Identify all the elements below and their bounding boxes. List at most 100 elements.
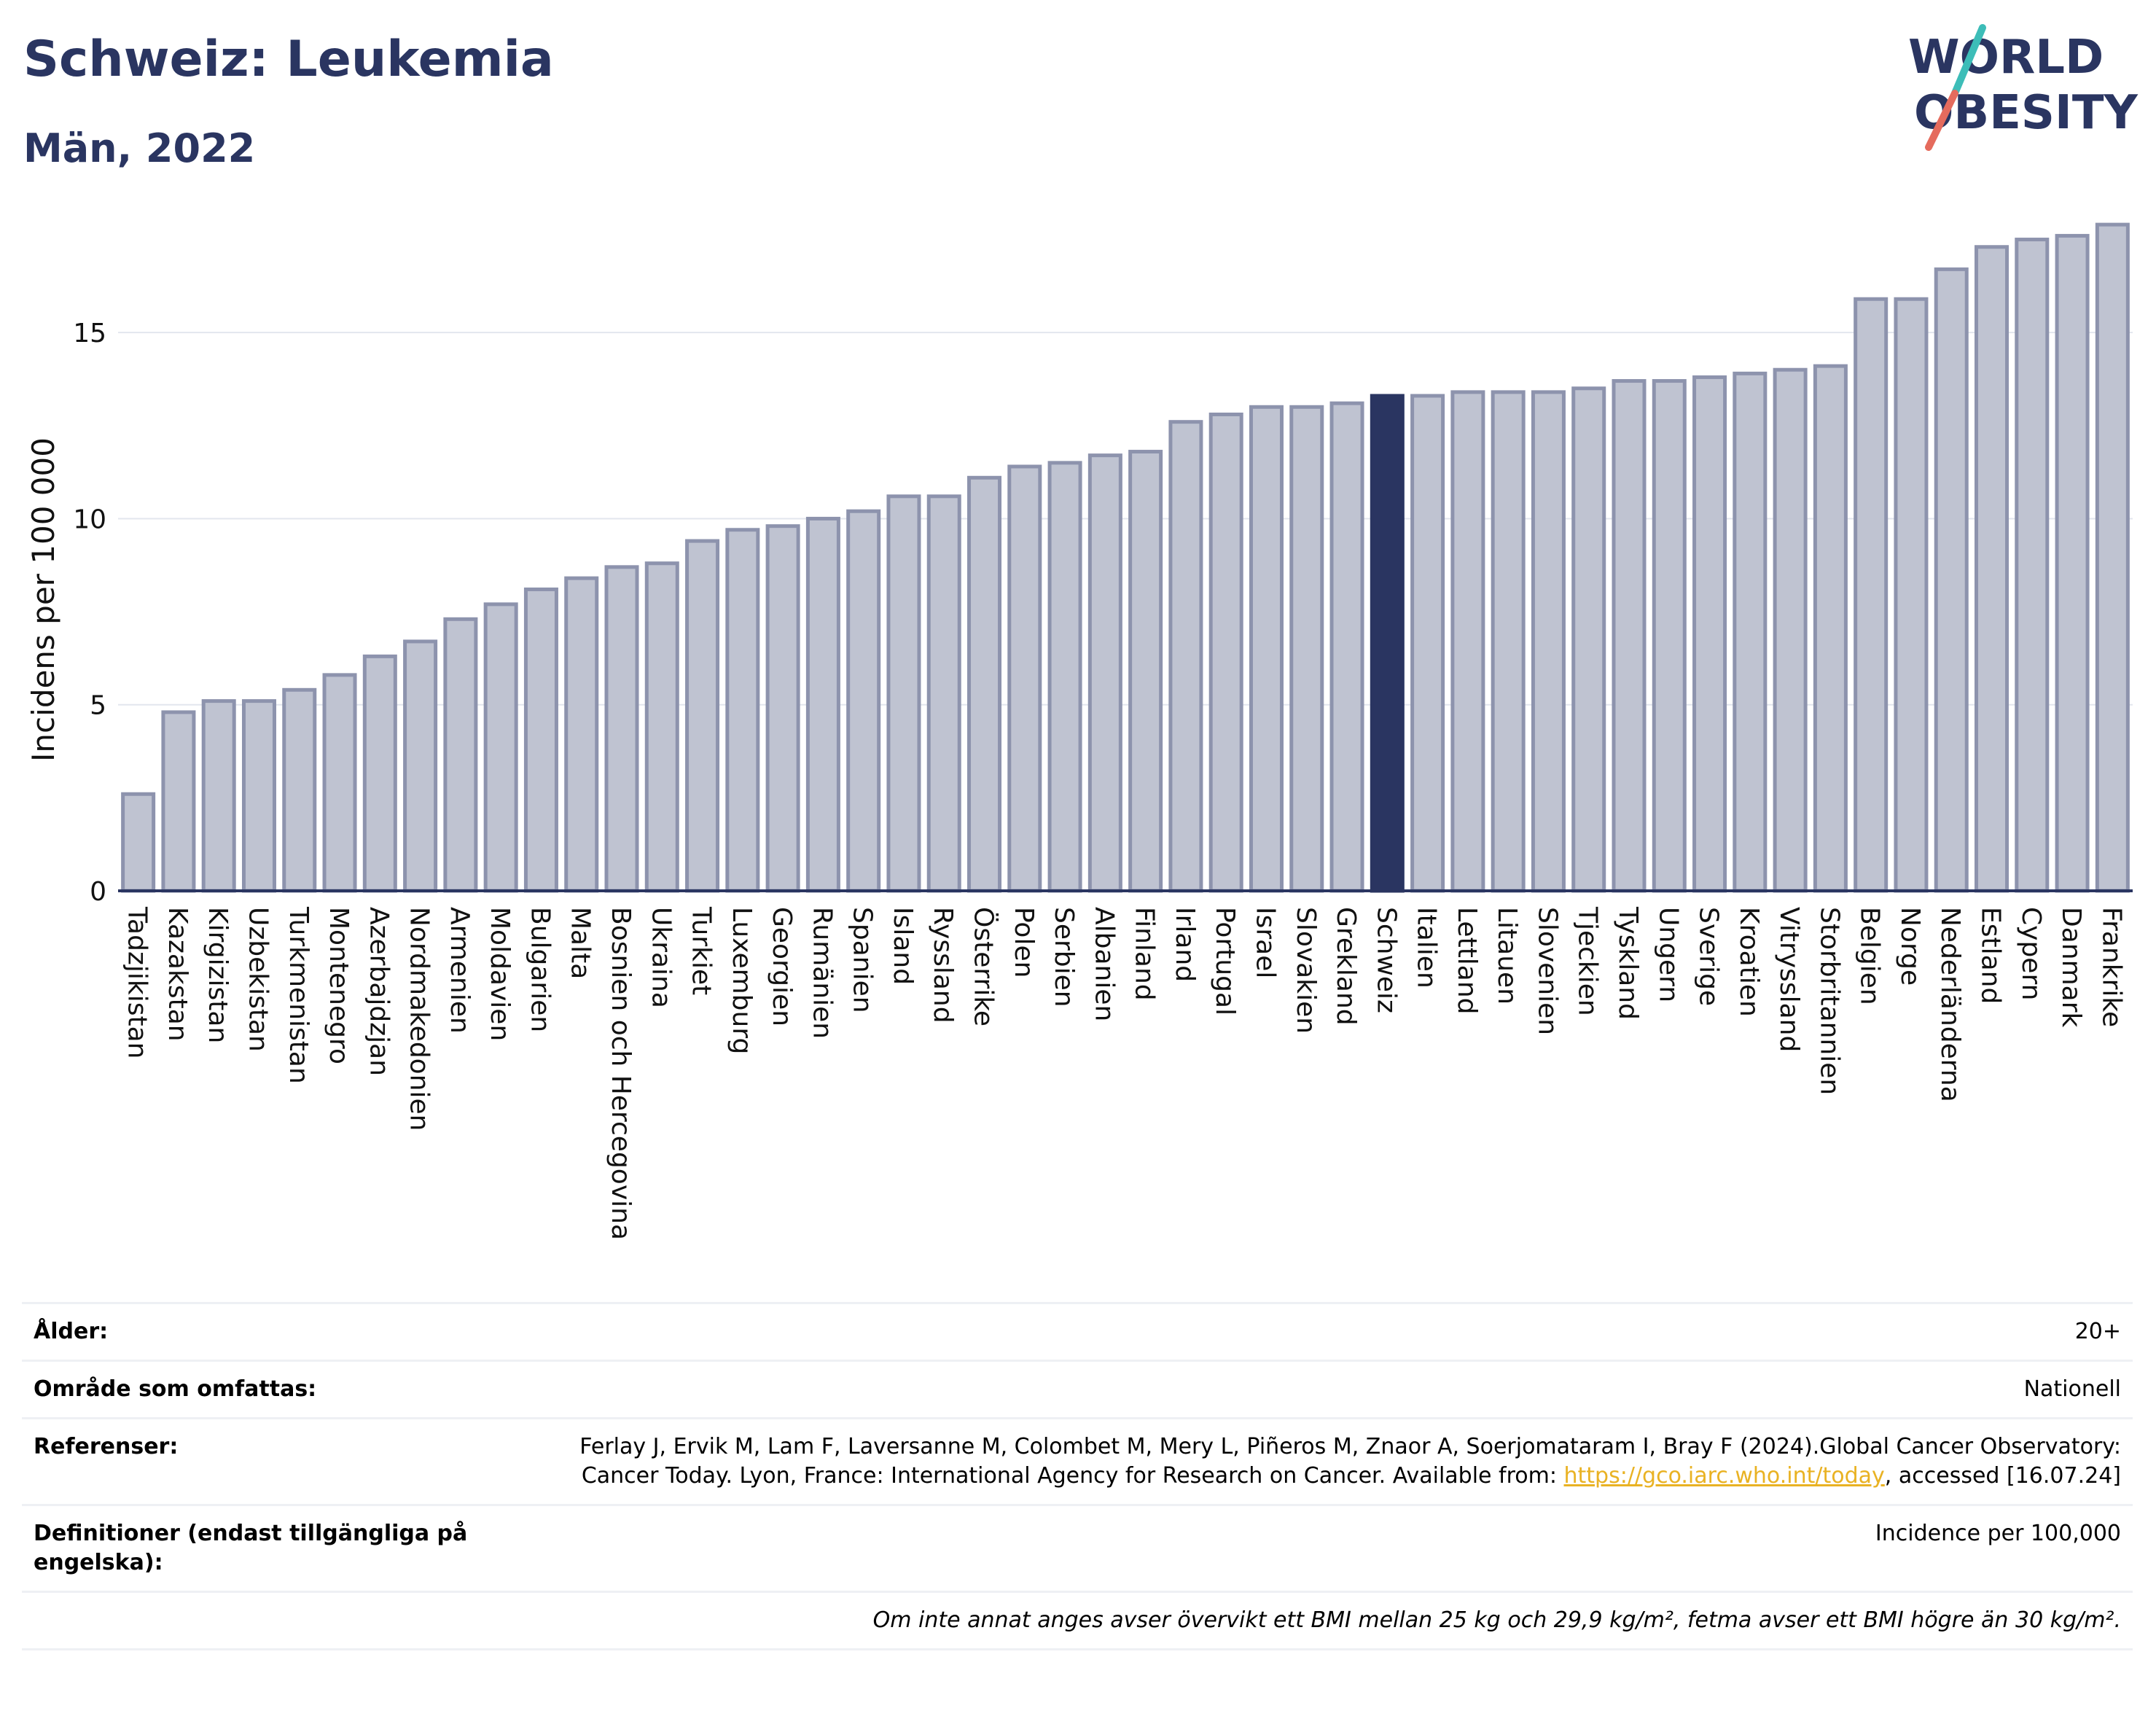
bar-moldavien [483,602,518,893]
y-tick-label: 0 [90,877,106,907]
x-tick-label: Portugal [1210,907,1240,1015]
bar-ungern [1652,379,1687,893]
bar-kroatien [1733,371,1768,893]
y-axis-label: Incidens per 100 000 [26,437,61,762]
bar-bulgarien [523,587,558,893]
bar-tyskland [1612,379,1647,893]
x-tick-label: Albanien [1089,907,1119,1021]
chart-bars [121,222,2130,893]
bar-rumänien [805,516,840,893]
bar-polen [1007,464,1042,893]
logo-slash-coral [1925,90,1958,151]
bar-schweiz [1370,394,1405,893]
x-tick-label: Tadzjikistan [122,906,152,1058]
bar-island [886,494,921,893]
bar-georgien [765,524,800,893]
bar-irland [1168,420,1203,893]
bar-azerbajdzjan [362,654,397,893]
x-tick-label: Sverige [1694,907,1724,1006]
x-tick-label: Armenien [445,907,474,1034]
x-tick-label: Rumänien [807,907,837,1039]
bar-spanien [846,509,881,893]
bar-estland [1975,245,2009,893]
y-tick-label: 15 [73,319,106,348]
bar-turkmenistan [282,687,317,893]
x-tick-label: Ukraina [646,907,676,1008]
bar-nederländerna [1934,267,1969,893]
bar-montenegro [322,673,357,893]
logo-slash-teal [1951,24,1986,97]
bar-albanien [1087,453,1122,893]
bar-grekland [1329,401,1364,893]
bar-storbritannien [1813,364,1848,893]
bar-armenien [443,617,478,893]
metadata-table: Ålder: 20+ Område som omfattas: Nationel… [22,1302,2133,1650]
references-link[interactable]: https://gco.iarc.who.int/today [1563,1463,1885,1489]
x-tick-label: Lettland [1452,907,1482,1015]
x-tick-label: Schweiz [1371,907,1401,1013]
bar-luxemburg [725,528,760,893]
meta-row-references: Referenser: Ferlay J, Ervik M, Lam F, La… [22,1417,2133,1505]
chart-subtitle: Män, 2022 [23,125,256,171]
age-value: 20+ [512,1302,2133,1361]
definitions-value: Incidence per 100,000 [512,1504,2133,1592]
meta-row-area: Område som omfattas: Nationell [22,1360,2133,1419]
x-tick-label: Tyskland [1613,906,1643,1020]
bar-norge [1894,297,1929,893]
bar-kirgizistan [201,699,236,893]
x-tick-label: Italien [1412,907,1442,989]
references-value: Ferlay J, Ervik M, Lam F, Laversanne M, … [512,1417,2133,1505]
x-tick-label: Spanien [848,907,878,1013]
x-tick-label: Georgien [767,907,797,1026]
x-tick-label: Serbien [1049,907,1079,1007]
bar-tjeckien [1571,386,1606,893]
bar-tadzjikistan [121,792,156,893]
x-tick-label: Azerbajdzjan [364,907,394,1076]
age-label: Ålder: [22,1302,512,1361]
bar-österrike [967,475,1002,893]
x-tick-label: Litauen [1492,907,1522,1005]
meta-row-age: Ålder: 20+ [22,1302,2133,1361]
bar-turkiet [685,539,720,893]
x-tick-label: Turkmenistan [284,906,313,1084]
world-obesity-logo: WORLD OBESITY [1908,24,2138,151]
bar-danmark [2055,233,2090,893]
bar-israel [1249,405,1284,893]
x-tick-label: Bulgarien [525,907,555,1032]
area-value: Nationell [512,1360,2133,1419]
x-tick-label: Slovenien [1532,907,1562,1035]
chart-title: Schweiz: Leukemia [23,31,554,88]
x-tick-label: Tjeckien [1573,906,1603,1016]
meta-row-definitions: Definitioner (endast tillgängliga på eng… [22,1504,2133,1592]
definitions-label: Definitioner (endast tillgängliga på eng… [22,1504,512,1592]
references-text: Ferlay J, Ervik M, Lam F, Laversanne M, … [579,1434,2121,1489]
bar-kazakstan [161,710,196,893]
x-tick-label: Ryssland [928,907,958,1024]
references-accessed: , accessed [16.07.24] [1884,1463,2121,1489]
x-tick-label: Moldavien [485,907,515,1041]
x-tick-label: Island [888,907,918,985]
bar-ukraina [644,561,679,893]
y-tick-label: 5 [90,691,106,721]
x-tick-label: Uzbekistan [243,907,273,1052]
x-tick-label: Kroatien [1734,907,1764,1017]
bar-bosnien-och-hercegovina [604,565,639,893]
bar-lettland [1450,390,1485,893]
x-tick-label: Israel [1250,907,1280,978]
x-tick-label: Belgien [1855,907,1885,1005]
logo-line1: WORLD [1908,31,2104,85]
bar-italien [1410,394,1445,893]
bar-portugal [1208,412,1243,893]
x-tick-label: Nederländerna [1935,907,1965,1102]
x-tick-label: Österrike [969,907,999,1026]
bar-slovenien [1531,390,1566,893]
x-tick-label: Storbritannien [1814,907,1844,1095]
bar-vitryssland [1773,367,1808,893]
x-tick-label: Kazakstan [163,907,192,1042]
x-tick-label: Polen [1009,907,1039,978]
bar-frankrike [2095,222,2130,893]
bar-serbien [1047,461,1082,893]
x-tick-label: Estland [1976,907,2006,1004]
x-tick-label: Bosnien och Hercegovina [606,907,636,1240]
bar-chart: 0 5 10 15 Tadzjikistan Kazakstan Kirgizistan U… [26,222,2133,1240]
